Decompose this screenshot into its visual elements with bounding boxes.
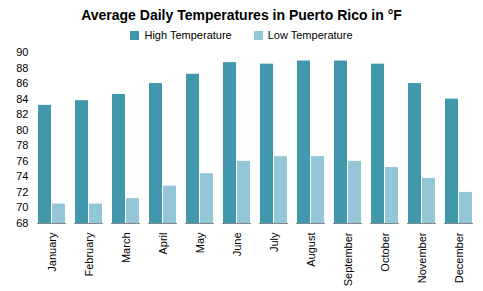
svg-text:December: December — [453, 232, 465, 283]
svg-text:July: July — [268, 232, 280, 252]
svg-text:March: March — [120, 233, 132, 264]
svg-text:68: 68 — [16, 217, 28, 229]
svg-text:June: June — [231, 233, 243, 257]
svg-text:88: 88 — [16, 62, 28, 74]
svg-text:April: April — [157, 233, 169, 255]
svg-text:90: 90 — [16, 46, 28, 58]
svg-text:February: February — [83, 232, 95, 277]
svg-text:78: 78 — [16, 139, 28, 151]
svg-text:October: October — [379, 232, 391, 271]
svg-text:November: November — [416, 232, 428, 283]
svg-text:72: 72 — [16, 186, 28, 198]
html-text:Low Temperature: Low Temperature — [267, 29, 353, 41]
svg-text:86: 86 — [16, 77, 28, 89]
svg-text:September: September — [342, 232, 354, 286]
svg-text:May: May — [194, 232, 206, 253]
svg-text:76: 76 — [16, 155, 28, 167]
svg-text:70: 70 — [16, 201, 28, 213]
svg-text:82: 82 — [16, 108, 28, 120]
html-text:Average Daily Temperatures in: Average Daily Temperatures in Puerto Ric… — [81, 7, 402, 23]
svg-text:74: 74 — [16, 170, 28, 182]
svg-text:August: August — [305, 233, 317, 267]
svg-text:80: 80 — [16, 124, 28, 136]
html-text:High Temperature: High Temperature — [144, 29, 232, 41]
svg-text:84: 84 — [16, 93, 28, 105]
svg-text:January: January — [46, 232, 58, 272]
